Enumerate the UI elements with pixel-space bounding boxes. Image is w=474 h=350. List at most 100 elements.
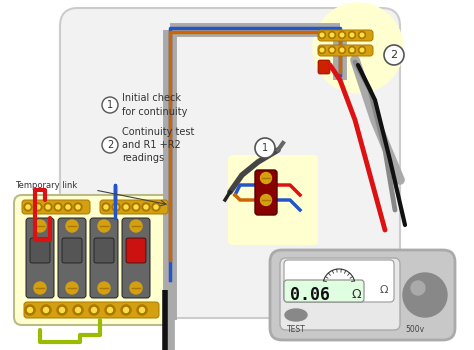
- Circle shape: [130, 220, 142, 232]
- FancyBboxPatch shape: [284, 260, 394, 302]
- Circle shape: [360, 48, 364, 52]
- Circle shape: [328, 32, 336, 38]
- Circle shape: [154, 205, 158, 209]
- Circle shape: [340, 33, 344, 37]
- Circle shape: [98, 282, 110, 294]
- Circle shape: [144, 205, 148, 209]
- Circle shape: [358, 32, 365, 38]
- Circle shape: [91, 308, 97, 313]
- Circle shape: [411, 281, 425, 295]
- FancyBboxPatch shape: [280, 258, 400, 330]
- FancyBboxPatch shape: [100, 200, 168, 214]
- Circle shape: [104, 205, 108, 209]
- Text: 1: 1: [107, 100, 113, 110]
- Circle shape: [152, 203, 160, 211]
- Ellipse shape: [285, 309, 307, 321]
- Circle shape: [261, 195, 272, 205]
- FancyBboxPatch shape: [228, 155, 318, 245]
- Circle shape: [34, 203, 42, 211]
- Circle shape: [24, 203, 32, 211]
- Circle shape: [44, 203, 52, 211]
- Text: 2: 2: [107, 140, 113, 150]
- Text: Continuity test
and R1 +R2
readings: Continuity test and R1 +R2 readings: [122, 127, 194, 163]
- Text: 1: 1: [262, 143, 268, 153]
- Circle shape: [114, 205, 118, 209]
- Circle shape: [261, 173, 272, 183]
- Circle shape: [137, 305, 147, 315]
- Circle shape: [98, 220, 110, 232]
- Circle shape: [360, 33, 364, 37]
- Circle shape: [330, 33, 334, 37]
- FancyBboxPatch shape: [62, 238, 82, 263]
- Circle shape: [338, 32, 346, 38]
- Circle shape: [64, 203, 72, 211]
- Circle shape: [25, 305, 35, 315]
- Circle shape: [34, 220, 46, 232]
- Circle shape: [102, 137, 118, 153]
- Circle shape: [56, 205, 60, 209]
- Circle shape: [75, 308, 81, 313]
- Circle shape: [139, 308, 145, 313]
- Circle shape: [319, 47, 326, 54]
- Text: Ω: Ω: [352, 288, 362, 301]
- FancyBboxPatch shape: [255, 170, 277, 215]
- Circle shape: [319, 32, 326, 38]
- Circle shape: [403, 273, 447, 317]
- Circle shape: [74, 203, 82, 211]
- Circle shape: [320, 48, 324, 52]
- FancyBboxPatch shape: [126, 238, 146, 263]
- FancyBboxPatch shape: [58, 218, 86, 298]
- FancyBboxPatch shape: [60, 8, 400, 318]
- FancyBboxPatch shape: [22, 200, 90, 214]
- FancyBboxPatch shape: [24, 302, 159, 318]
- Text: Initial check
for continuity: Initial check for continuity: [122, 93, 187, 117]
- FancyBboxPatch shape: [14, 195, 174, 325]
- FancyBboxPatch shape: [284, 280, 364, 302]
- FancyBboxPatch shape: [318, 45, 373, 56]
- Circle shape: [121, 305, 131, 315]
- Circle shape: [348, 47, 356, 54]
- Text: 0.06: 0.06: [290, 286, 330, 304]
- FancyBboxPatch shape: [94, 238, 114, 263]
- Circle shape: [313, 3, 403, 93]
- Circle shape: [328, 47, 336, 54]
- Text: Temporary link: Temporary link: [15, 181, 77, 189]
- Circle shape: [89, 305, 99, 315]
- FancyBboxPatch shape: [122, 218, 150, 298]
- FancyBboxPatch shape: [318, 60, 330, 74]
- Circle shape: [338, 47, 346, 54]
- FancyBboxPatch shape: [90, 218, 118, 298]
- Circle shape: [60, 308, 64, 313]
- FancyBboxPatch shape: [26, 218, 54, 298]
- Circle shape: [350, 48, 354, 52]
- Circle shape: [350, 33, 354, 37]
- Circle shape: [132, 203, 140, 211]
- Circle shape: [108, 308, 112, 313]
- Circle shape: [27, 308, 33, 313]
- Circle shape: [46, 205, 50, 209]
- Circle shape: [358, 47, 365, 54]
- FancyBboxPatch shape: [270, 250, 455, 340]
- Circle shape: [57, 305, 67, 315]
- Circle shape: [41, 305, 51, 315]
- Circle shape: [105, 305, 115, 315]
- Text: 2: 2: [391, 50, 398, 60]
- Text: 500v: 500v: [405, 326, 425, 335]
- Circle shape: [330, 48, 334, 52]
- Circle shape: [340, 48, 344, 52]
- Circle shape: [122, 203, 130, 211]
- Circle shape: [76, 205, 80, 209]
- Circle shape: [73, 305, 83, 315]
- Circle shape: [54, 203, 62, 211]
- Circle shape: [124, 308, 128, 313]
- Circle shape: [348, 32, 356, 38]
- Circle shape: [44, 308, 48, 313]
- Circle shape: [66, 205, 70, 209]
- Circle shape: [124, 205, 128, 209]
- Circle shape: [36, 205, 40, 209]
- Circle shape: [66, 220, 78, 232]
- Text: Ω: Ω: [380, 285, 389, 295]
- Circle shape: [142, 203, 150, 211]
- Circle shape: [26, 205, 30, 209]
- Circle shape: [112, 203, 120, 211]
